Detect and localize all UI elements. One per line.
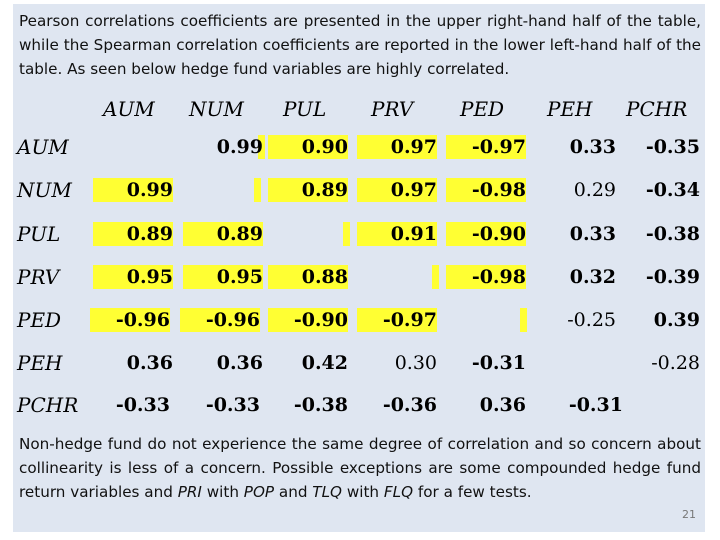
table-cell: 0.32 — [569, 266, 616, 288]
diagonal-marker — [254, 178, 261, 202]
row-label-pul: PUL — [17, 222, 61, 246]
table-cell: 0.88 — [268, 265, 348, 289]
table-cell: 0.39 — [653, 309, 700, 331]
table-cell: 0.89 — [268, 178, 348, 202]
table-cell: -0.90 — [268, 308, 348, 332]
table-cell: -0.97 — [446, 135, 526, 159]
table-cell: -0.98 — [446, 178, 526, 202]
col-header-prv: PRV — [371, 97, 414, 121]
table-cell: -0.33 — [115, 394, 170, 416]
row-label-aum: AUM — [17, 135, 69, 159]
variable-flq: FLQ — [383, 483, 414, 501]
table-cell: 0.95 — [93, 265, 173, 289]
col-header-aum: AUM — [103, 97, 155, 121]
row-label-pchr: PCHR — [17, 393, 79, 417]
table-cell: -0.39 — [645, 266, 700, 288]
outro-text: and — [274, 483, 313, 501]
table-cell: -0.96 — [180, 308, 260, 332]
col-header-num: NUM — [189, 97, 244, 121]
table-cell: -0.25 — [567, 309, 616, 331]
row-label-num: NUM — [17, 178, 72, 202]
table-cell: 0.99 — [93, 178, 173, 202]
table-cell: -0.33 — [205, 394, 260, 416]
table-cell: 0.89 — [183, 222, 263, 246]
table-cell: -0.36 — [382, 394, 437, 416]
table-cell: 0.33 — [569, 223, 616, 245]
page-number: 21 — [682, 508, 696, 521]
intro-paragraph: Pearson correlations coefficients are pr… — [19, 12, 701, 78]
table-cell: -0.90 — [446, 222, 526, 246]
outro-text: Non-hedge fund do not experience the sam… — [19, 435, 701, 501]
table-cell: 0.30 — [394, 352, 437, 374]
outro-text: with — [342, 483, 384, 501]
variable-pop: POP — [243, 483, 275, 501]
table-cell: 0.91 — [357, 222, 437, 246]
table-cell: 0.99 — [216, 136, 263, 158]
table-cell: 0.97 — [357, 135, 437, 159]
table-cell: 0.89 — [93, 222, 173, 246]
col-header-pul: PUL — [283, 97, 327, 121]
table-cell: 0.95 — [183, 265, 263, 289]
row-label-ped: PED — [17, 308, 62, 332]
table-cell: 0.97 — [357, 178, 437, 202]
diagonal-marker — [520, 308, 527, 332]
diagonal-marker — [258, 135, 265, 159]
diagonal-marker — [343, 222, 350, 246]
table-cell: -0.38 — [293, 394, 348, 416]
table-cell: -0.34 — [645, 179, 700, 201]
col-header-ped: PED — [460, 97, 505, 121]
table-cell: -0.97 — [357, 308, 437, 332]
table-cell: 0.90 — [268, 135, 348, 159]
table-cell: 0.36 — [216, 352, 263, 374]
diagonal-marker — [432, 265, 439, 289]
table-cell: 0.42 — [301, 352, 348, 374]
table-cell: -0.96 — [90, 308, 170, 332]
col-header-pchr: PCHR — [626, 97, 688, 121]
table-cell: 0.33 — [569, 136, 616, 158]
outro-text: with — [201, 483, 244, 501]
col-header-peh: PEH — [547, 97, 593, 121]
variable-pri: PRI — [177, 483, 202, 501]
outro-paragraph: Non-hedge fund do not experience the sam… — [19, 432, 701, 504]
variable-tlq: TLQ — [312, 483, 342, 501]
table-cell: 0.36 — [126, 352, 173, 374]
table-cell: -0.38 — [645, 223, 700, 245]
row-label-peh: PEH — [17, 351, 63, 375]
table-cell: -0.31 — [568, 394, 623, 416]
correlation-table: AUM NUM PUL PRV PED PEH PCHR AUM NUM PUL… — [13, 91, 705, 428]
table-cell: -0.98 — [446, 265, 526, 289]
table-cell: 0.36 — [479, 394, 526, 416]
table-cell: -0.31 — [471, 352, 526, 374]
outro-text: for a few tests. — [413, 483, 532, 501]
table-cell: 0.29 — [573, 179, 616, 201]
table-cell: -0.28 — [651, 352, 700, 374]
row-label-prv: PRV — [17, 265, 60, 289]
table-cell: -0.35 — [645, 136, 700, 158]
